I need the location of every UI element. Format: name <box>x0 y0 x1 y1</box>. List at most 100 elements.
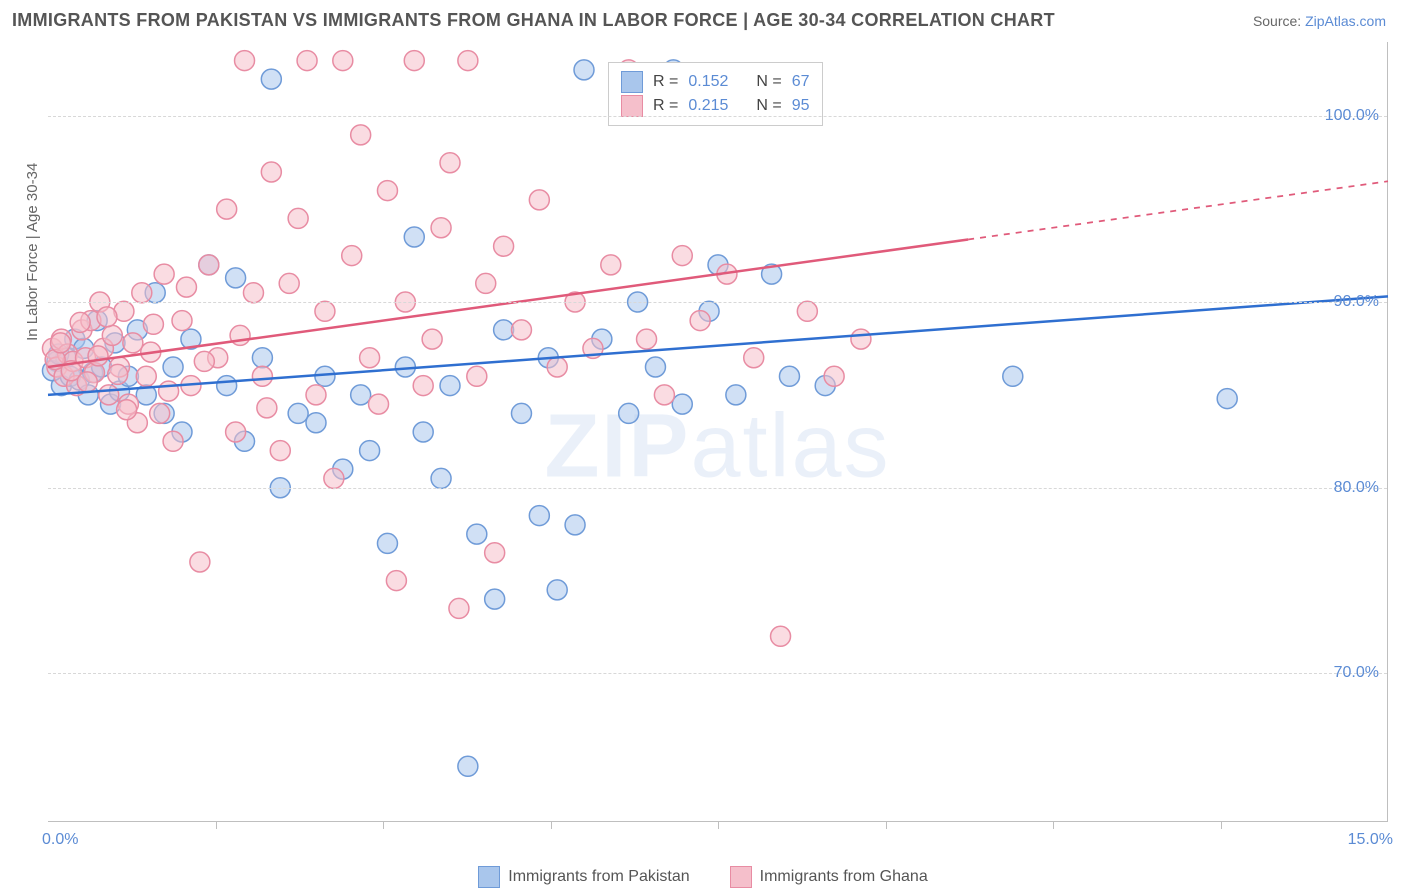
data-point <box>547 357 567 377</box>
data-point <box>97 307 117 327</box>
plot-area: ZIPatlas R = 0.152 N = 67 R = 0.215 N = … <box>48 42 1388 822</box>
data-point <box>672 246 692 266</box>
ytick-label: 90.0% <box>1334 293 1379 311</box>
data-point <box>351 125 371 145</box>
data-point <box>315 366 335 386</box>
data-point <box>672 394 692 414</box>
data-point <box>413 422 433 442</box>
y-axis-title: In Labor Force | Age 30-34 <box>24 163 41 341</box>
data-point <box>150 403 170 423</box>
data-point <box>261 69 281 89</box>
data-point <box>726 385 746 405</box>
data-point <box>70 312 90 332</box>
data-point <box>297 51 317 71</box>
data-point <box>431 218 451 238</box>
data-point <box>306 385 326 405</box>
data-point <box>377 533 397 553</box>
data-point <box>243 283 263 303</box>
data-point <box>270 441 290 461</box>
data-point <box>99 385 119 405</box>
legend-row-pakistan: R = 0.152 N = 67 <box>621 71 810 93</box>
data-point <box>494 320 514 340</box>
data-point <box>422 329 442 349</box>
data-point <box>404 227 424 247</box>
data-point <box>485 543 505 563</box>
data-point <box>547 580 567 600</box>
data-point <box>360 441 380 461</box>
data-point <box>333 51 353 71</box>
data-point <box>288 208 308 228</box>
data-point <box>574 60 594 80</box>
data-point <box>235 51 255 71</box>
swatch-pakistan <box>621 71 643 93</box>
data-point <box>102 325 122 345</box>
legend-row-ghana: R = 0.215 N = 95 <box>621 95 810 117</box>
data-point <box>226 268 246 288</box>
data-point <box>315 301 335 321</box>
swatch-ghana-icon <box>730 866 752 888</box>
data-point <box>176 277 196 297</box>
data-point <box>342 246 362 266</box>
data-point <box>413 376 433 396</box>
data-point <box>377 181 397 201</box>
ytick-label: 80.0% <box>1334 479 1379 497</box>
data-point <box>779 366 799 386</box>
xtick-mark <box>1053 821 1054 829</box>
data-point <box>529 190 549 210</box>
gridline-h <box>48 302 1387 303</box>
data-point <box>77 372 97 392</box>
gridline-h <box>48 116 1387 117</box>
xtick-mark <box>216 821 217 829</box>
data-point <box>108 364 128 384</box>
data-point <box>1003 366 1023 386</box>
data-point <box>529 506 549 526</box>
data-point <box>637 329 657 349</box>
legend-series: Immigrants from Pakistan Immigrants from… <box>0 866 1406 888</box>
data-point <box>261 162 281 182</box>
gridline-h <box>48 488 1387 489</box>
data-point <box>257 398 277 418</box>
data-point <box>163 357 183 377</box>
data-point <box>360 348 380 368</box>
source-link[interactable]: ZipAtlas.com <box>1305 13 1386 29</box>
data-point <box>511 320 531 340</box>
source-label: Source: ZipAtlas.com <box>1253 13 1386 29</box>
data-point <box>485 589 505 609</box>
data-point <box>252 366 272 386</box>
data-point <box>511 403 531 423</box>
data-point <box>431 468 451 488</box>
data-point <box>619 403 639 423</box>
xtick-mark <box>718 821 719 829</box>
data-point <box>797 301 817 321</box>
xtick-label-start: 0.0% <box>42 831 78 849</box>
data-point <box>117 400 137 420</box>
data-point <box>824 366 844 386</box>
gridline-h <box>48 673 1387 674</box>
data-point <box>369 394 389 414</box>
legend-item-pakistan: Immigrants from Pakistan <box>478 866 689 888</box>
data-point <box>279 273 299 293</box>
trend-line <box>48 239 968 367</box>
data-point <box>252 348 272 368</box>
ytick-label: 100.0% <box>1325 107 1379 125</box>
data-point <box>51 333 71 353</box>
data-point <box>851 329 871 349</box>
data-point <box>217 376 237 396</box>
data-point <box>143 314 163 334</box>
xtick-mark <box>551 821 552 829</box>
data-point <box>744 348 764 368</box>
data-point <box>690 311 710 331</box>
swatch-ghana <box>621 95 643 117</box>
data-point <box>386 571 406 591</box>
data-point <box>132 283 152 303</box>
legend-item-ghana: Immigrants from Ghana <box>730 866 928 888</box>
data-point <box>404 51 424 71</box>
data-point <box>226 422 246 442</box>
data-point <box>654 385 674 405</box>
data-point <box>601 255 621 275</box>
xtick-label-end: 15.0% <box>1348 831 1393 849</box>
data-point <box>136 366 156 386</box>
data-point <box>88 346 108 366</box>
data-point <box>476 273 496 293</box>
data-point <box>565 515 585 535</box>
